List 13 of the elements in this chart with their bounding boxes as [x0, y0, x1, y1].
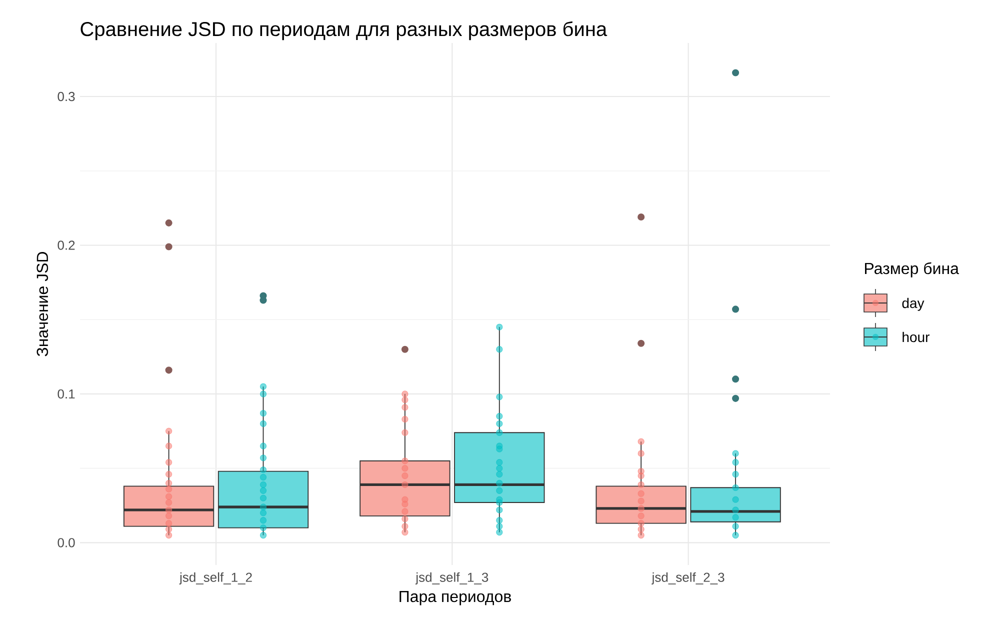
- chart-title: Сравнение JSD по периодам для разных размеров бина: [80, 21, 608, 40]
- legend-label: day: [902, 298, 924, 311]
- legend-label: hour: [902, 332, 930, 342]
- legend-title: Размер бина: [865, 262, 959, 278]
- y-tick-label: 0.2: [58, 240, 75, 250]
- x-tick-label: jsd_self_2_3: [652, 572, 724, 584]
- y-tick-label: 0.0: [58, 538, 75, 548]
- x-axis-title: Пара периодов: [400, 590, 511, 606]
- x-tick-label: jsd_self_1_3: [415, 572, 488, 584]
- y-tick-label: 0.3: [58, 92, 75, 102]
- y-tick-label: 0.1: [58, 389, 75, 399]
- y-axis-title: Значение JSD: [36, 252, 48, 356]
- x-tick-label: jsd_self_1_2: [179, 572, 252, 584]
